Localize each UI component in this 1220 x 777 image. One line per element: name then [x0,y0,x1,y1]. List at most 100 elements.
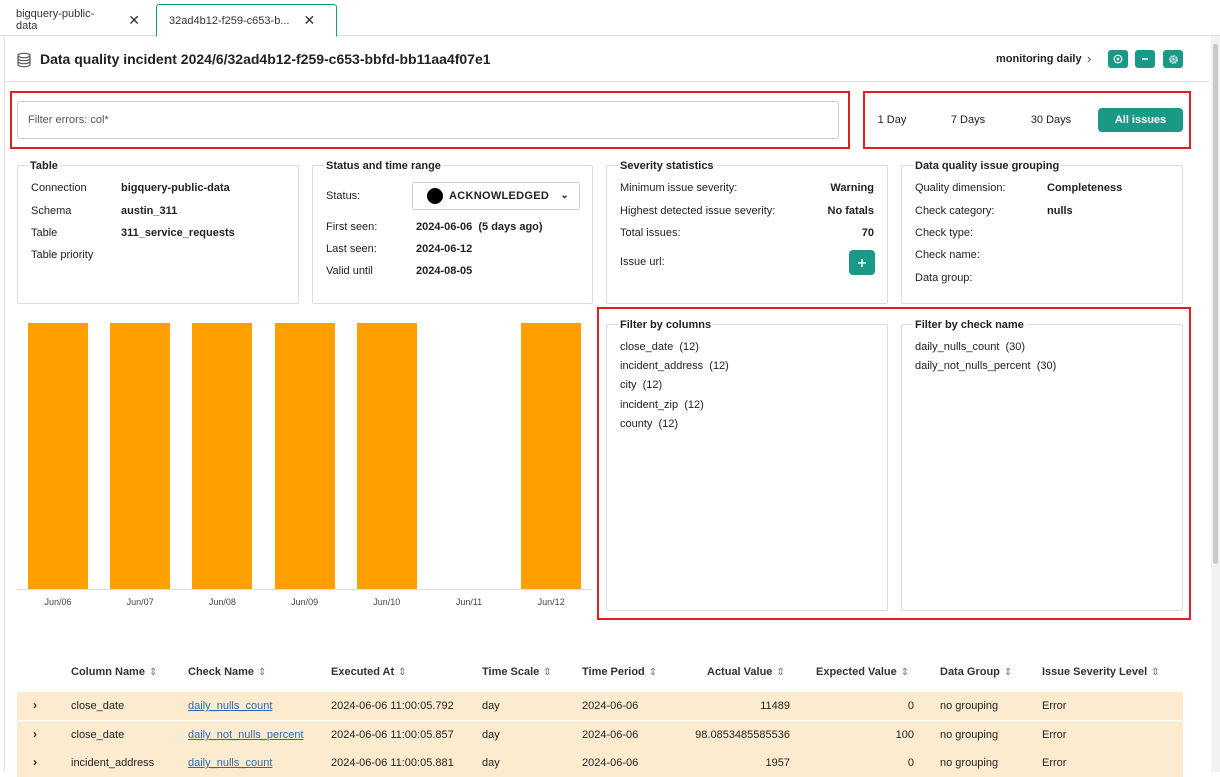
table-cell: 11489 [760,700,790,712]
table-cell: no grouping [940,700,999,712]
tab-label: 32ad4b12-f259-c653-b... [169,14,290,27]
filter-check-item[interactable]: daily_nulls_count (30) [915,341,1026,353]
column-header[interactable]: Time Scale ⇕ [482,666,552,678]
table-cell: 98.0853485585536 [695,729,790,741]
chart-bar[interactable] [28,323,88,589]
table-row[interactable] [17,721,1183,749]
column-header[interactable]: Expected Value ⇕ [816,666,910,678]
chart-x-tick-label: Jun/08 [208,597,236,607]
table-cell: no grouping [940,729,999,741]
add-issue-url-button[interactable] [849,250,875,275]
monitoring-link[interactable]: monitoring daily [996,53,1082,65]
check-name-link[interactable]: daily_nulls_count [188,700,273,712]
status-label: Status: [326,190,361,202]
filter-columns-card [606,324,888,611]
sort-icon[interactable]: ⇕ [148,667,158,678]
range-1-day[interactable]: 1 Day [877,114,907,126]
first-seen-label: First seen: [326,221,378,233]
sort-icon[interactable]: ⇕ [900,667,910,678]
table-cell: Error [1042,700,1067,712]
table-cell: 2024-06-06 [582,700,639,712]
table-cell: 0 [907,700,914,712]
expand-row-icon[interactable]: › [33,727,37,741]
chart-x-tick-label: Jun/07 [126,597,154,607]
check-type-label: Check type: [915,227,974,239]
content-frame [4,36,1210,772]
close-icon[interactable]: ✕ [128,11,140,28]
tab-label: bigquery-public-data [16,8,95,32]
status-select[interactable]: ACKNOWLEDGED ⌄ [412,182,580,210]
filter-errors-input[interactable]: Filter errors: col* [17,101,839,139]
tab-bigquery-public-data[interactable]: bigquery-public-data ✕ [0,4,152,36]
sort-icon[interactable]: ⇕ [1003,667,1013,678]
table-priority-label: Table priority [31,249,94,261]
issue-url-label: Issue url: [620,256,665,268]
database-icon [17,52,31,68]
sort-icon[interactable]: ⇕ [648,667,658,678]
table-cell: 2024-06-06 [582,729,639,741]
table-cell: day [482,757,500,769]
sort-icon[interactable]: ⇕ [258,667,267,678]
severity-card [606,165,888,304]
highest-severity-label: Highest detected issue severity: [620,205,776,217]
column-header[interactable]: Column Name ⇕ [71,666,158,678]
filter-column-item[interactable]: close_date (12) [620,341,699,353]
sort-icon[interactable]: ⇕ [776,667,785,678]
chart-x-tick-label: Jun/09 [291,597,319,607]
table-cell: close_date [71,729,125,741]
chart-bar[interactable] [356,323,417,589]
min-severity-label: Minimum issue severity: [620,182,738,194]
severity-card-title: Severity statistics [618,160,716,172]
incident-header [4,36,1210,82]
column-header[interactable]: Executed At ⇕ [331,666,407,678]
chevron-right-icon[interactable]: › [1087,51,1092,66]
highlight-box-filters [597,307,1191,620]
last-seen-value: 2024-06-12 [416,243,473,255]
filter-checks-card [901,324,1183,611]
connection-label: Connection [31,182,87,194]
table-label: Table [31,227,58,239]
column-header[interactable]: Data Group ⇕ [940,666,1013,678]
table-cell: 0 [907,757,914,769]
status-card-title: Status and time range [324,160,443,172]
tab-incident[interactable]: 32ad4b12-f259-c653-b... ✕ [156,4,337,37]
filter-check-item[interactable]: daily_not_nulls_percent (30) [915,360,1057,373]
quality-dimension-value: Completeness [1047,182,1123,194]
filter-column-item[interactable]: incident_zip (12) [620,398,704,411]
status-dot-icon [427,188,443,204]
column-header[interactable]: Check Name ⇕ [188,666,267,678]
column-header[interactable]: Issue Severity Level ⇕ [1042,666,1160,678]
scrollbar-thumb[interactable] [1213,44,1218,564]
close-icon[interactable]: ✕ [303,12,316,28]
check-category-label: Check category: [915,205,995,217]
total-issues-label: Total issues: [620,227,681,239]
range-30-days[interactable]: 30 Days [1030,114,1072,126]
check-name-link[interactable]: daily_not_nulls_percent [188,729,304,741]
sort-icon[interactable]: ⇕ [1151,667,1160,678]
column-header[interactable]: Time Period ⇕ [582,666,658,678]
target-icon[interactable] [1108,50,1128,68]
gear-icon[interactable] [1163,50,1183,68]
chart-bar[interactable] [521,323,582,589]
range-7-days[interactable]: 7 Days [950,114,986,126]
column-header[interactable]: Actual Value ⇕ [707,666,785,678]
schema-label: Schema [31,205,72,217]
last-seen-label: Last seen: [326,243,377,255]
filter-column-item[interactable]: county (12) [620,417,679,430]
sort-icon[interactable]: ⇕ [543,667,552,678]
range-all-issues[interactable]: All issues [1098,108,1183,132]
expand-row-icon[interactable]: › [33,755,37,769]
sort-icon[interactable]: ⇕ [398,667,407,678]
table-cell: 100 [895,729,914,741]
chart-bar[interactable] [274,323,335,589]
status-value: ACKNOWLEDGED [449,190,550,202]
chart-bar[interactable] [110,323,171,589]
schema-value: austin_311 [121,205,178,217]
expand-row-icon[interactable]: › [33,698,37,712]
chart-bar[interactable] [192,323,253,589]
filter-column-item[interactable]: city (12) [620,379,663,392]
check-name-link[interactable]: daily_nulls_count [188,757,273,769]
filter-column-item[interactable]: incident_address (12) [620,360,729,373]
table-row[interactable] [17,692,1183,720]
minimize-icon[interactable] [1135,50,1155,68]
